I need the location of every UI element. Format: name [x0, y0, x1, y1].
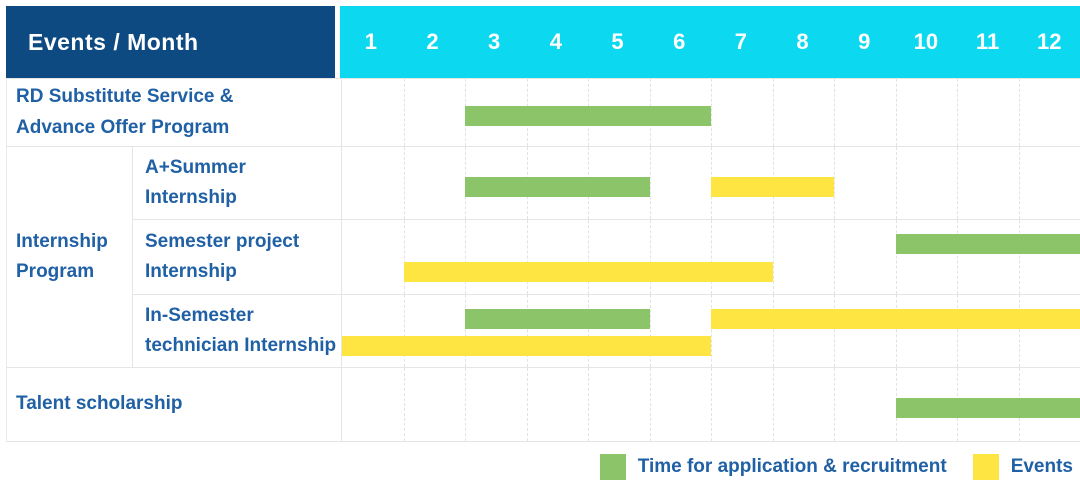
gantt-bar-events	[403, 262, 773, 282]
month-gridline	[711, 79, 712, 146]
gantt-bar-application	[895, 234, 1080, 254]
table-header-row: Events / Month 1 2 3 4 5 6 7 8 9 10 11 12	[6, 6, 1080, 78]
month-gridline	[772, 368, 774, 441]
month-gridline	[772, 295, 774, 367]
month-gridline	[649, 147, 651, 219]
month-gridline	[895, 220, 897, 294]
gantt-bar-events	[711, 177, 834, 197]
legend-events-label: Events	[1010, 456, 1073, 477]
month-gridline	[649, 295, 651, 367]
month-header-label: 3	[488, 29, 501, 54]
gantt-body: RD Substitute Service & Advance Offer Pr…	[6, 78, 1080, 442]
month-header: 1 2 3 4 5 6 7 8 9 10 11 12	[340, 6, 1080, 78]
row-chart-area	[341, 147, 1080, 220]
month-header-label: 10	[913, 29, 939, 54]
month-gridline	[772, 220, 774, 294]
month-gridline	[403, 79, 405, 146]
month-gridline	[834, 368, 835, 441]
legend-application-label: Time for application & recruitment	[637, 456, 947, 477]
month-gridline	[834, 79, 835, 146]
gantt-bar-application	[895, 398, 1080, 418]
month-gridline	[465, 220, 466, 294]
month-gridline	[465, 295, 466, 367]
month-gridline	[403, 147, 405, 219]
month-header-label: 8	[796, 29, 809, 54]
row-group-label: Internship Program	[7, 147, 133, 368]
month-gridline	[526, 295, 528, 367]
row-label: Talent scholarship	[7, 368, 341, 442]
month-gridline	[1018, 295, 1020, 367]
row-chart-area	[341, 79, 1080, 147]
month-gridline	[1018, 147, 1020, 219]
month-gridline	[403, 220, 405, 294]
month-gridline	[649, 220, 651, 294]
row-chart-area	[341, 295, 1080, 368]
month-gridline	[895, 79, 897, 146]
gantt-bar-events	[342, 336, 711, 356]
month-header-label: 12	[1036, 29, 1062, 54]
month-gridline	[895, 295, 897, 367]
legend-events-swatch	[972, 454, 999, 480]
month-gridline	[1018, 79, 1020, 146]
month-header-label: 5	[611, 29, 624, 54]
month-gridline	[1018, 220, 1020, 294]
month-gridline	[834, 295, 835, 367]
row-chart-area	[341, 368, 1080, 442]
month-gridline	[772, 79, 774, 146]
events-month-header-label: Events / Month	[28, 28, 199, 55]
month-gridline	[526, 368, 528, 441]
month-gridline	[957, 295, 958, 367]
gantt-table: Events / Month 1 2 3 4 5 6 7 8 9 10 11 12 RD Substi…	[6, 6, 1080, 442]
gantt-bar-events	[711, 309, 1080, 329]
events-month-header-cell: Events / Month	[6, 6, 335, 78]
month-gridline	[711, 368, 712, 441]
month-gridline	[834, 220, 835, 294]
month-gridline	[588, 295, 589, 367]
month-gridline	[649, 368, 651, 441]
month-header-label: 11	[975, 29, 1000, 54]
legend-application-swatch	[599, 454, 626, 480]
row-chart-area	[341, 220, 1080, 295]
gantt-bar-application	[465, 177, 650, 197]
gantt-bar-application	[465, 309, 650, 329]
month-header-label: 1	[364, 29, 377, 54]
month-gridline	[957, 79, 958, 146]
month-gridline	[526, 220, 528, 294]
month-gridline	[588, 368, 589, 441]
month-header-label: 7	[734, 29, 747, 54]
row-label: RD Substitute Service & Advance Offer Pr…	[7, 79, 341, 147]
month-gridline	[957, 147, 958, 219]
month-gridline	[403, 295, 405, 367]
month-gridline	[588, 220, 589, 294]
month-header-label: 4	[549, 29, 562, 54]
row-label: In-Semester technician Internship	[133, 295, 341, 368]
month-gridline	[465, 368, 466, 441]
month-gridline	[834, 147, 835, 219]
month-header-label: 2	[426, 29, 439, 54]
row-label: Semester project Internship	[133, 220, 341, 295]
month-gridline	[957, 220, 958, 294]
header-divider-gap	[335, 6, 340, 78]
month-header-label: 6	[673, 29, 686, 54]
month-gridline	[403, 368, 405, 441]
legend: Time for application & recruitment Event…	[599, 452, 1073, 482]
month-gridline	[711, 295, 712, 367]
month-gridline	[895, 147, 897, 219]
row-label: A+Summer Internship	[133, 147, 341, 220]
month-gridline	[711, 220, 712, 294]
gantt-bar-application	[465, 106, 711, 126]
month-header-label: 9	[858, 29, 871, 54]
